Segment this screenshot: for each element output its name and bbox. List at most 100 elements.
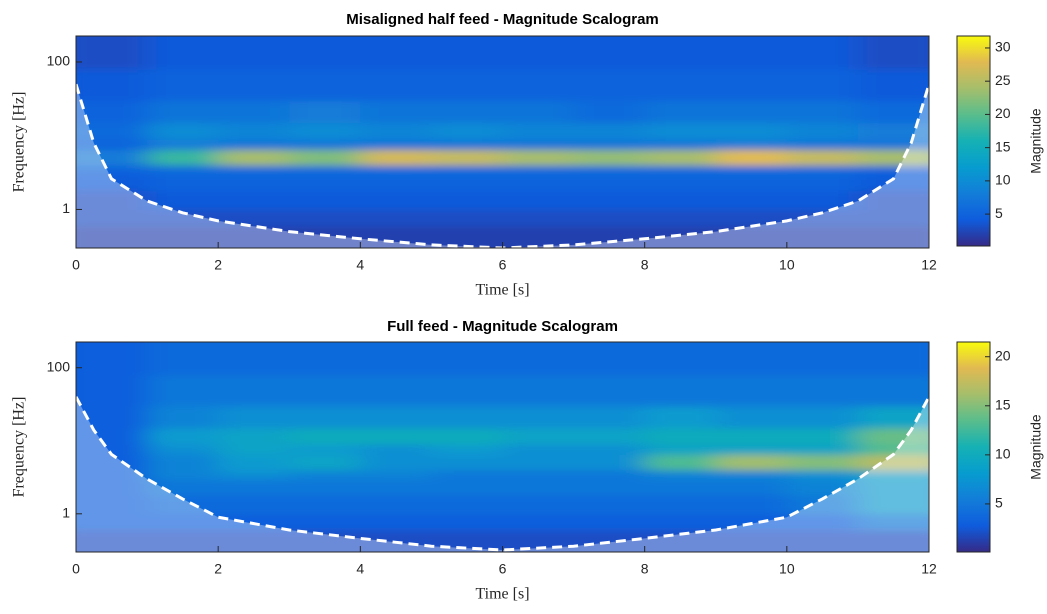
heatmap-cell	[147, 444, 219, 455]
heatmap-cell	[360, 374, 432, 407]
heatmap-cell	[218, 69, 290, 102]
heatmap-cell	[715, 427, 788, 445]
heatmap-cell	[573, 495, 646, 515]
heatmap-cell	[857, 495, 929, 515]
heatmap-cell	[644, 495, 717, 515]
heatmap-cell	[218, 427, 290, 445]
heatmap-cell	[360, 427, 432, 445]
plot-area	[76, 342, 929, 552]
heatmap-cell	[289, 405, 361, 429]
heatmap-cell	[360, 139, 432, 151]
heatmap-cell	[644, 209, 717, 227]
heatmap-cell	[76, 513, 148, 531]
heatmap-cell	[715, 342, 788, 376]
heatmap-cell	[786, 209, 859, 227]
heatmap-cell	[715, 36, 788, 70]
heatmap-cell	[786, 454, 859, 471]
heatmap-cell	[147, 427, 219, 445]
heatmap-cell	[644, 190, 717, 210]
heatmap-cell	[715, 478, 788, 496]
heatmap-cell	[573, 427, 646, 445]
x-tick-label: 0	[72, 257, 80, 273]
heatmap-cell	[76, 165, 148, 175]
heatmap-cell	[857, 165, 929, 175]
heatmap-cell	[644, 342, 717, 376]
y-tick-label: 1	[62, 200, 70, 216]
heatmap-cell	[857, 69, 929, 102]
y-tick-label: 100	[47, 53, 71, 69]
chart-title: Misaligned half feed - Magnitude Scalogr…	[346, 11, 659, 28]
heatmap-cell	[644, 36, 717, 70]
heatmap-cell	[786, 225, 859, 248]
heatmap-cell	[644, 225, 717, 248]
heatmap-cell	[644, 165, 717, 175]
heatmap-cell	[502, 122, 575, 140]
coi-shade	[76, 396, 929, 552]
heatmap-cell	[857, 374, 929, 407]
heatmap-cell	[360, 495, 432, 515]
heatmap-cell	[147, 374, 219, 407]
heatmap-cell	[857, 209, 929, 227]
heatmap-cell	[76, 374, 148, 407]
heatmap-cell	[786, 342, 859, 376]
heatmap-cell	[360, 36, 432, 70]
heatmap-cell	[360, 478, 432, 496]
heatmap-cell	[76, 149, 148, 166]
heatmap-cell	[76, 36, 148, 70]
heatmap-cell	[76, 174, 148, 192]
heatmap-cell	[431, 495, 503, 515]
heatmap-cell	[289, 149, 361, 166]
colorbar-tick-label: 30	[995, 39, 1011, 55]
heatmap-cell	[573, 405, 646, 429]
heatmap-cell	[360, 149, 432, 166]
heatmap-cell	[360, 444, 432, 455]
x-tick-label: 10	[779, 257, 795, 273]
heatmap-cell	[360, 69, 432, 102]
x-tick-label: 8	[641, 257, 649, 273]
colorbar	[956, 35, 991, 247]
heatmap-cell	[360, 100, 432, 124]
heatmap-cell	[289, 427, 361, 445]
heatmap-cell	[573, 149, 646, 166]
heatmap-cell	[502, 342, 575, 376]
heatmap-cell	[218, 174, 290, 192]
heatmap-cell	[431, 209, 503, 227]
heatmap-cell	[218, 100, 290, 124]
heatmap-cell	[644, 530, 717, 552]
heatmap-cell	[76, 495, 148, 515]
heatmap-cell	[147, 530, 219, 552]
heatmap-cell	[289, 478, 361, 496]
heatmap-cell	[786, 149, 859, 166]
heatmap-cell	[431, 190, 503, 210]
heatmap-cell	[715, 444, 788, 455]
heatmap-cell	[289, 174, 361, 192]
heatmap-cell	[715, 454, 788, 471]
heatmap-cell	[76, 190, 148, 210]
heatmap-cell	[218, 530, 290, 552]
heatmap-cell	[573, 454, 646, 471]
heatmap-cell	[360, 454, 432, 471]
heatmap-cell	[218, 478, 290, 496]
heatmap-cell	[715, 495, 788, 515]
heatmap-cell	[857, 478, 929, 496]
colorbar-tick-label: 15	[995, 138, 1011, 154]
heatmap-cell	[502, 454, 575, 471]
heatmap-cell	[218, 454, 290, 471]
heatmap-cell	[715, 530, 788, 552]
heatmap-cell	[502, 36, 575, 70]
heatmap-cell	[360, 190, 432, 210]
heatmap-cell	[715, 374, 788, 407]
y-axis-label: Frequency [Hz]	[11, 92, 28, 193]
heatmap-cell	[289, 122, 361, 140]
heatmap-cell	[218, 36, 290, 70]
heatmap-cell	[502, 513, 575, 531]
heatmap-cell	[147, 225, 219, 248]
x-tick-label: 6	[499, 257, 507, 273]
heatmap-cell	[360, 209, 432, 227]
heatmap-cell	[786, 100, 859, 124]
heatmap-cell	[147, 149, 219, 166]
colorbar-tick-label: 5	[995, 495, 1003, 511]
heatmap-cell	[431, 444, 503, 455]
colorbar-label: Magnitude	[1028, 414, 1044, 480]
